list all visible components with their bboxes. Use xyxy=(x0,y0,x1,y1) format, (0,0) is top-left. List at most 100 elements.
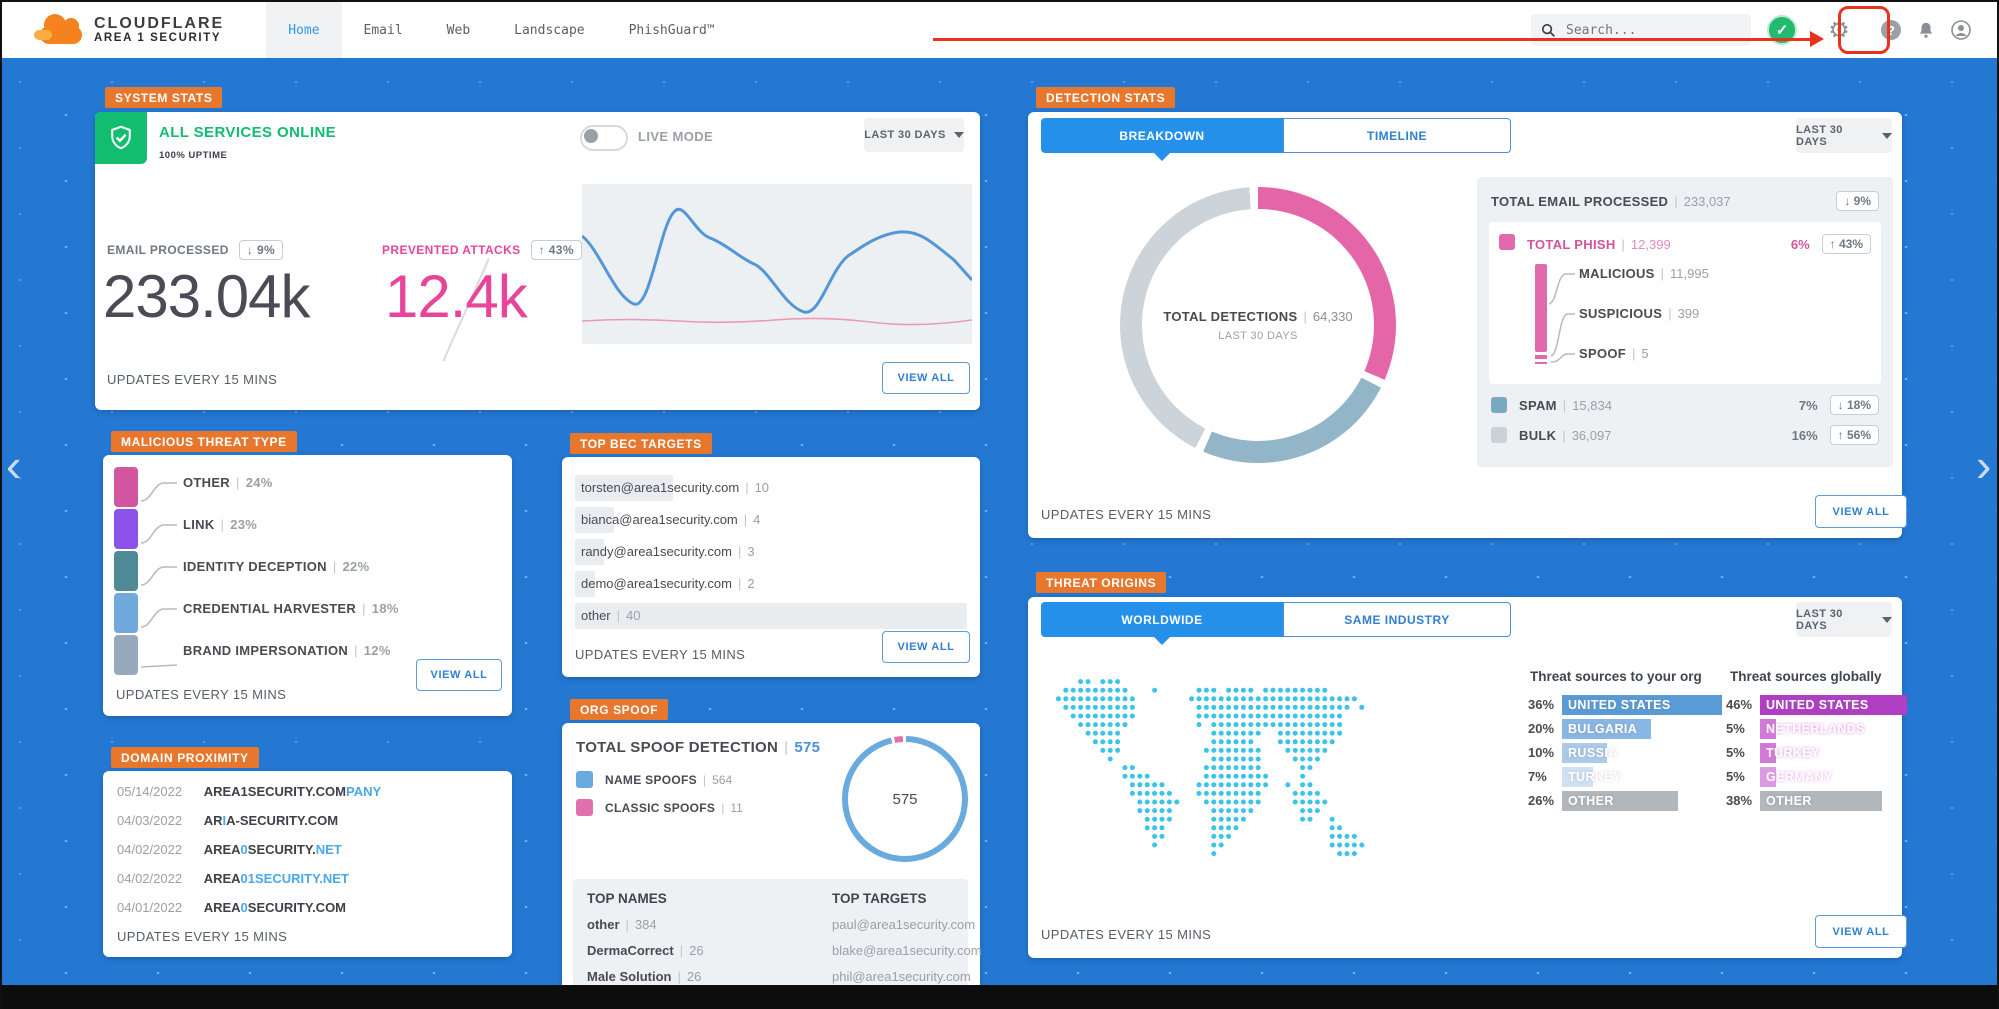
nav-item-phishguard[interactable]: PhishGuard™ xyxy=(628,22,715,38)
nav-item-web[interactable]: Web xyxy=(446,22,471,38)
updates-note: UPDATES EVERY 15 MINS xyxy=(1041,927,1212,942)
threat-origins-tag: THREAT ORIGINS xyxy=(1036,572,1167,593)
pct-label: 26% xyxy=(1528,793,1555,808)
phish-card: TOTAL PHISH | 12,399 6% ↑ 43% MALICIOUS | 1… xyxy=(1489,222,1881,384)
services-status: ALL SERVICES ONLINE xyxy=(159,124,337,141)
phish-swatch xyxy=(1499,234,1515,250)
spam-delta-badge: ↓ 18% xyxy=(1829,395,1879,415)
system-stats-period-dropdown[interactable]: LAST 30 DAYS xyxy=(864,118,964,152)
pct-label: 36% xyxy=(1528,697,1555,712)
domain-row: 04/01/2022 AREA0SECURITY.COM xyxy=(117,900,347,915)
pct-label: 46% xyxy=(1726,697,1753,712)
uptime-label: 100% UPTIME xyxy=(159,150,228,161)
email-processed-delta-badge: ↓ 9% xyxy=(238,240,284,260)
global-bar: UNITED STATES xyxy=(1760,695,1907,715)
system-stats-tag: SYSTEM STATS xyxy=(105,87,223,108)
help-icon[interactable]: ? xyxy=(1881,20,1901,40)
threat-swatch-link xyxy=(114,509,138,549)
services-shield-icon xyxy=(95,112,147,164)
email-processed-label: EMAIL PROCESSED xyxy=(107,243,229,257)
top-names-header: TOP NAMES xyxy=(587,891,667,906)
global-sources-header: Threat sources globally xyxy=(1730,669,1882,684)
bec-view-all-button[interactable]: VIEW ALL xyxy=(882,631,970,663)
top-name-row: other | 384 xyxy=(587,917,657,932)
threat-origins-card: WORLDWIDE SAME INDUSTRY LAST 30 DAYS Thr… xyxy=(1028,597,1907,958)
bec-row: randy@area1security.com | 3 xyxy=(575,539,967,565)
malicious-threat-tag: MALICIOUS THREAT TYPE xyxy=(111,431,297,452)
system-stats-view-all-button[interactable]: VIEW ALL xyxy=(882,362,970,394)
domain-row: 04/02/2022 AREA01SECURITY.NET xyxy=(117,871,349,886)
suspicious-row: SUSPICIOUS | 399 xyxy=(1579,306,1700,321)
pct-label: 20% xyxy=(1528,721,1555,736)
total-email-delta-badge: ↓ 9% xyxy=(1836,191,1879,211)
pct-label: 38% xyxy=(1726,793,1753,808)
org-spoof-card: TOTAL SPOOF DETECTION | 575 NAME SPOOFS | 5… xyxy=(562,723,982,1009)
main-menu: Home Email Web Landscape PhishGuard™ xyxy=(266,2,736,58)
pct-label: 7% xyxy=(1528,769,1547,784)
detection-period-dropdown[interactable]: LAST 30 DAYS xyxy=(1796,118,1892,153)
threat-swatch-brand xyxy=(114,635,138,675)
email-processed-row: EMAIL PROCESSED ↓ 9% xyxy=(107,240,284,260)
tab-timeline[interactable]: TIMELINE xyxy=(1283,118,1511,153)
domain-row: 05/14/2022 AREA1SECURITY.COMPANY xyxy=(117,784,382,799)
detection-stats-tag: DETECTION STATS xyxy=(1036,87,1176,108)
bulk-delta-badge: ↑ 56% xyxy=(1829,425,1879,445)
carousel-right-icon[interactable]: › xyxy=(1976,439,1992,491)
cloudflare-cloud-icon xyxy=(34,13,82,44)
origins-view-all-button[interactable]: VIEW ALL xyxy=(1815,915,1907,948)
updates-note: UPDATES EVERY 15 MINS xyxy=(1041,507,1212,522)
email-processed-value: 233.04k xyxy=(103,263,311,330)
bec-targets-tag: TOP BEC TARGETS xyxy=(570,433,712,454)
system-stats-card: ALL SERVICES ONLINE 100% UPTIME LIVE MOD… xyxy=(95,112,980,410)
carousel-left-icon[interactable]: ‹ xyxy=(6,439,22,491)
brand-subtitle: AREA 1 SECURITY xyxy=(94,32,222,45)
detection-stats-card: BREAKDOWN TIMELINE LAST 30 DAYS TOTAL DE… xyxy=(1028,112,1907,538)
nav-item-email[interactable]: Email xyxy=(363,22,403,38)
detections-donut-chart: TOTAL DETECTIONS | 64,330 LAST 30 DAYS xyxy=(1120,187,1396,463)
spoof-legend-name: NAME SPOOFS | 564 xyxy=(576,771,732,788)
org-bar: RUSSIA xyxy=(1562,743,1617,763)
top-name-row: DermaCorrect | 26 xyxy=(587,943,704,958)
chevron-down-icon xyxy=(953,132,964,138)
org-bar: TURKEY xyxy=(1562,767,1621,787)
malicious-view-all-button[interactable]: VIEW ALL xyxy=(416,659,502,691)
donut-value: 64,330 xyxy=(1312,308,1353,324)
org-spoof-tag: ORG SPOOF xyxy=(570,699,669,720)
spam-row: SPAM | 15,834 7% ↓ 18% xyxy=(1491,395,1879,415)
detection-breakdown-panel: TOTAL EMAIL PROCESSED | 233,037 ↓ 9% TOTA… xyxy=(1477,177,1893,467)
org-sources-header: Threat sources to your org xyxy=(1530,669,1702,684)
spoof-donut-value: 575 xyxy=(892,790,918,808)
updates-note: UPDATES EVERY 15 MINS xyxy=(575,647,746,662)
org-bar: BULGARIA xyxy=(1562,719,1651,739)
tab-breakdown[interactable]: BREAKDOWN xyxy=(1041,118,1283,153)
updates-note: UPDATES EVERY 15 MINS xyxy=(107,372,278,387)
threat-row: OTHER | 24% xyxy=(183,475,273,490)
top-target-row: blake@area1security.com xyxy=(832,943,982,958)
bec-row: demo@area1security.com | 2 xyxy=(575,571,967,597)
live-mode-toggle[interactable] xyxy=(580,125,628,151)
cloudflare-logo[interactable]: CLOUDFLARE AREA 1 SECURITY xyxy=(34,13,224,45)
notifications-bell-icon[interactable] xyxy=(1917,21,1935,39)
domain-row: 04/03/2022 ARIA-SECURITY.COM xyxy=(117,813,339,828)
threat-row: CREDENTIAL HARVESTER | 18% xyxy=(183,601,399,616)
spoof-title-row: TOTAL SPOOF DETECTION | 575 xyxy=(576,739,821,756)
bec-row: bianca@area1security.com | 4 xyxy=(575,507,967,533)
user-account-icon[interactable] xyxy=(1951,20,1971,40)
top-targets-header: TOP TARGETS xyxy=(832,891,927,906)
tab-worldwide[interactable]: WORLDWIDE xyxy=(1041,602,1283,637)
tab-same-industry[interactable]: SAME INDUSTRY xyxy=(1283,602,1511,637)
threat-swatch-credential xyxy=(114,593,138,633)
updates-note: UPDATES EVERY 15 MINS xyxy=(116,687,287,702)
search-box[interactable] xyxy=(1531,14,1751,46)
pct-label: 10% xyxy=(1528,745,1555,760)
origins-period-dropdown[interactable]: LAST 30 DAYS xyxy=(1796,602,1892,637)
search-icon xyxy=(1541,23,1556,37)
bottom-bar xyxy=(2,985,1997,1009)
threat-row: LINK | 23% xyxy=(183,517,258,532)
search-input[interactable] xyxy=(1564,21,1718,39)
donut-label: TOTAL DETECTIONS xyxy=(1163,308,1298,324)
nav-item-home[interactable]: Home xyxy=(266,2,342,58)
email-attacks-sparkline xyxy=(581,184,974,344)
detection-view-all-button[interactable]: VIEW ALL xyxy=(1815,495,1907,528)
nav-item-landscape[interactable]: Landscape xyxy=(514,22,585,38)
